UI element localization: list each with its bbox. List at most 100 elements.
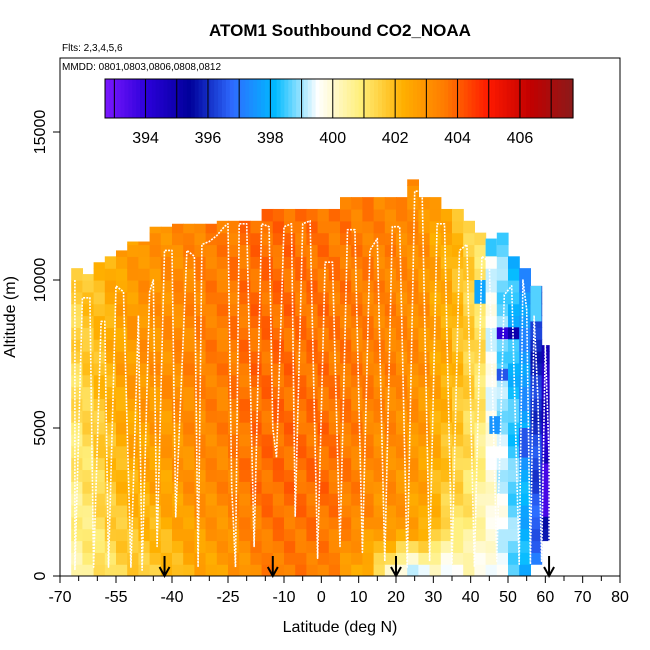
heatmap-cell [284,256,296,269]
heatmap-cell [149,315,162,328]
heatmap-cell [183,540,195,553]
colorbar-segment [222,79,227,118]
heatmap-cell [116,422,128,435]
heatmap-cell [272,481,285,494]
heatmap-cell [82,291,95,305]
heatmap-cell [496,469,509,482]
colorbar-segment [183,79,188,118]
heatmap-cell [340,351,352,364]
heatmap-cell [160,339,173,352]
heatmap-cell [116,374,128,388]
heatmap-cell [418,433,431,447]
heatmap-cell [71,362,83,376]
heatmap-cell [328,422,341,435]
heatmap-cell [440,208,453,222]
heatmap-cell [407,268,419,281]
heatmap-cell [452,220,464,234]
heatmap-cell [496,528,509,542]
colorbar-segment [120,79,126,118]
colorbar-tick-label: 398 [257,130,284,147]
heatmap-cell [317,291,330,305]
heatmap-cell [194,291,207,305]
heatmap-cell [295,398,307,411]
heatmap-cell [261,398,274,411]
heatmap-cell [71,351,83,364]
heatmap-cell [362,481,375,494]
heatmap-cell [317,280,330,293]
heatmap-cell [384,244,397,257]
heatmap-cell [216,457,229,471]
heatmap-cell [284,552,296,565]
colorbar-segment [553,79,558,118]
heatmap-cell [418,481,431,494]
heatmap-cell [384,386,397,399]
heatmap-cell [138,398,151,411]
heatmap-cell [205,256,218,269]
colorbar-segment [514,79,519,118]
heatmap-cell [328,433,341,447]
heatmap-cell [373,197,386,210]
heatmap-cell [362,433,375,447]
heatmap-cell [485,564,498,576]
heatmap-cell [541,528,550,542]
heatmap-cell [295,268,307,281]
heatmap-cell [362,386,375,399]
heatmap-cell [239,457,251,471]
heatmap-cell [250,504,263,518]
heatmap-cell [272,280,285,293]
heatmap-cell [93,268,106,281]
heatmap-cell [228,351,240,364]
heatmap-cell [519,504,531,518]
heatmap-cell [261,315,274,328]
heatmap-cell [541,374,550,388]
x-tick-label: 60 [536,589,554,606]
heatmap-cell [295,564,307,576]
heatmap-cell [295,540,307,553]
heatmap-cell [250,339,263,352]
colorbar-segment [370,79,375,118]
heatmap-cell [127,481,139,494]
heatmap-cell [284,422,296,435]
heatmap-cell [172,256,184,269]
heatmap-cell [463,564,475,576]
x-tick-label: 10 [350,589,368,606]
heatmap-cell [239,244,251,257]
heatmap-cell [396,433,408,447]
colorbar-segment [381,79,387,118]
colorbar-segment [303,79,309,118]
colorbar-segment [452,79,457,118]
heatmap-cell [284,445,296,459]
heatmap-cell [396,410,408,423]
heatmap-cell [82,493,95,506]
heatmap-cell [340,422,352,435]
heatmap-cell [541,422,550,435]
heatmap-cell [250,564,263,576]
heatmap-cell [82,315,95,328]
heatmap-cell [407,457,419,471]
heatmap-cell [272,244,285,257]
colorbar-segment [459,79,465,118]
colorbar-segment [420,79,426,118]
heatmap-cell [530,504,543,518]
heatmap-cell [452,410,464,423]
colorbar-segment [257,79,262,118]
heatmap-cell [205,504,218,518]
heatmap-cell [228,410,240,423]
heatmap-cell [340,540,352,553]
heatmap-cell [317,256,330,269]
heatmap-cell [530,433,543,447]
heatmap-cell [239,410,251,423]
heatmap-cell [116,303,128,317]
heatmap-cell [340,564,352,576]
heatmap-cell [239,256,251,269]
heatmap-cell [440,457,453,471]
heatmap-cell [228,303,240,317]
heatmap-cell [172,232,184,246]
heatmap-patch [485,238,497,257]
heatmap-cell [485,528,498,542]
heatmap-cell [172,410,184,423]
colorbar-segment [151,79,157,118]
heatmap-cell [485,469,498,482]
heatmap-cell [373,469,386,482]
colorbar-segment [210,79,215,118]
